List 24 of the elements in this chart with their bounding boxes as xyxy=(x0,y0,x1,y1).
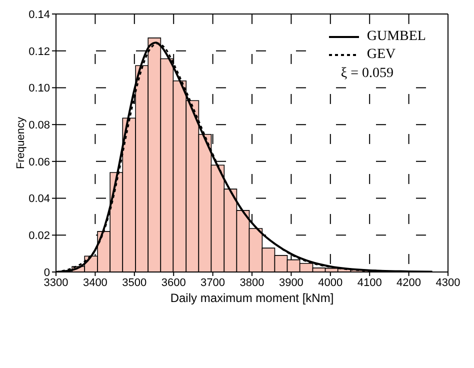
x-tick-label: 4300 xyxy=(436,276,460,289)
y-tick-label: 0.10 xyxy=(28,82,50,95)
x-tick-label: 3500 xyxy=(122,276,147,289)
x-tick-label: 3600 xyxy=(161,276,186,289)
x-tick-label: 3400 xyxy=(82,276,108,289)
y-tick-label: 0.12 xyxy=(28,46,50,58)
y-axis-title: Frequency xyxy=(14,116,27,169)
x-tick-label: 3700 xyxy=(200,276,226,289)
y-tick-label: 0 xyxy=(44,266,50,279)
x-tick-label: 3900 xyxy=(278,276,304,289)
y-tick-label: 0.08 xyxy=(28,119,50,132)
y-tick-label: 0.06 xyxy=(28,156,50,168)
y-tick-label: 0.02 xyxy=(28,230,50,242)
x-tick-label: 3800 xyxy=(240,276,264,289)
x-tick-label: 4200 xyxy=(396,276,422,289)
y-tick-label: 0.14 xyxy=(28,8,50,21)
legend-label: GUMBEL xyxy=(366,29,426,45)
y-tick-label: 0.04 xyxy=(28,193,50,206)
x-tick-label: 4100 xyxy=(357,276,382,289)
legend-label: GEV xyxy=(366,47,396,63)
x-tick-label: 3300 xyxy=(44,276,68,289)
annotation: ξ = 0.059 xyxy=(340,66,395,82)
x-tick-label: 4000 xyxy=(318,276,343,289)
x-axis-title: Daily maximum moment [kNm] xyxy=(170,291,334,305)
